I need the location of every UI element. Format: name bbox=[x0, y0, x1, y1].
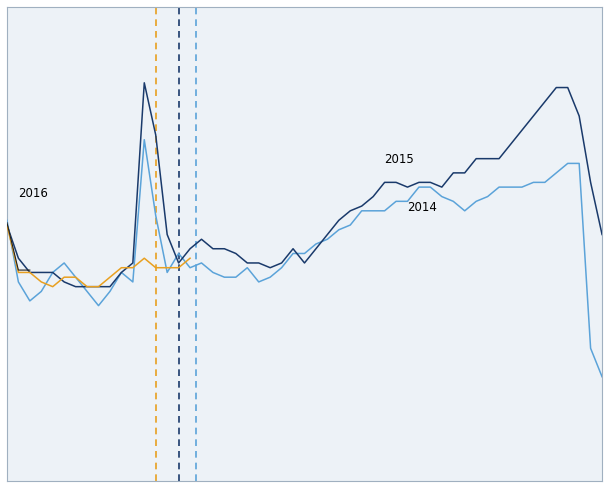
Text: 2014: 2014 bbox=[407, 201, 437, 214]
Text: 2016: 2016 bbox=[18, 186, 48, 200]
Text: 2015: 2015 bbox=[385, 153, 414, 166]
